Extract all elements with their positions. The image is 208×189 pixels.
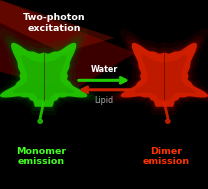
Text: Two-photon
excitation: Two-photon excitation	[23, 13, 85, 33]
Polygon shape	[0, 0, 135, 91]
Text: Monomer
emission: Monomer emission	[17, 147, 67, 166]
Text: Water: Water	[90, 65, 118, 74]
Polygon shape	[13, 55, 74, 100]
Polygon shape	[117, 40, 208, 109]
Polygon shape	[0, 0, 114, 53]
Text: Lipid: Lipid	[94, 96, 114, 105]
Polygon shape	[0, 36, 95, 111]
Polygon shape	[0, 29, 103, 115]
Polygon shape	[134, 55, 195, 100]
Circle shape	[166, 119, 170, 123]
Circle shape	[38, 119, 42, 123]
Text: Dimer
emission: Dimer emission	[143, 147, 190, 166]
Polygon shape	[121, 43, 208, 107]
Polygon shape	[105, 29, 208, 115]
Polygon shape	[0, 40, 91, 109]
Polygon shape	[113, 36, 208, 111]
Polygon shape	[0, 43, 87, 107]
